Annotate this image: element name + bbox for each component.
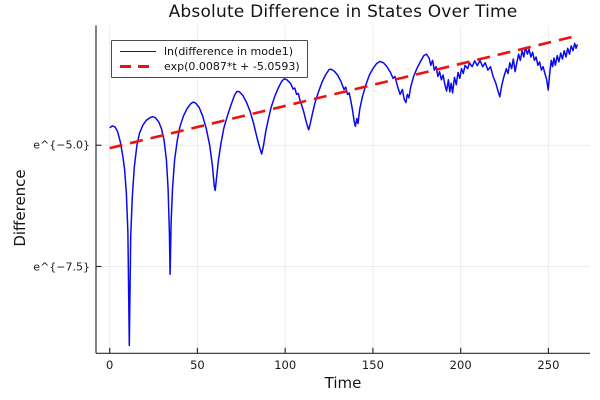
legend-label: exp(0.0087*t + -5.0593) [164, 60, 300, 73]
blue-series-line [109, 42, 579, 347]
x-tick-label: 50 [190, 358, 205, 372]
x-tick-label: 100 [274, 358, 297, 372]
legend-box: ln(difference in mode1) exp(0.0087*t + -… [111, 40, 308, 78]
y-tick-label: e^{−5.0} [33, 138, 90, 152]
red-fit-line [109, 34, 580, 150]
legend-label: ln(difference in mode1) [164, 45, 294, 58]
legend-entry-red: exp(0.0087*t + -5.0593) [120, 59, 301, 74]
chart-title: Absolute Difference in States Over Time [168, 2, 518, 22]
x-tick-label: 200 [449, 358, 472, 372]
x-tick-label: 150 [361, 358, 384, 372]
y-tick-label: e^{−7.5} [33, 260, 90, 273]
x-tick-label: 250 [537, 358, 560, 372]
legend-line-sample-solid [120, 50, 156, 53]
y-axis-label: Difference [11, 169, 29, 247]
x-tick-label: 0 [106, 358, 114, 372]
x-axis-label: Time [324, 374, 362, 392]
legend-line-sample-dashed [120, 65, 156, 68]
legend-entry-blue: ln(difference in mode1) [120, 44, 301, 59]
